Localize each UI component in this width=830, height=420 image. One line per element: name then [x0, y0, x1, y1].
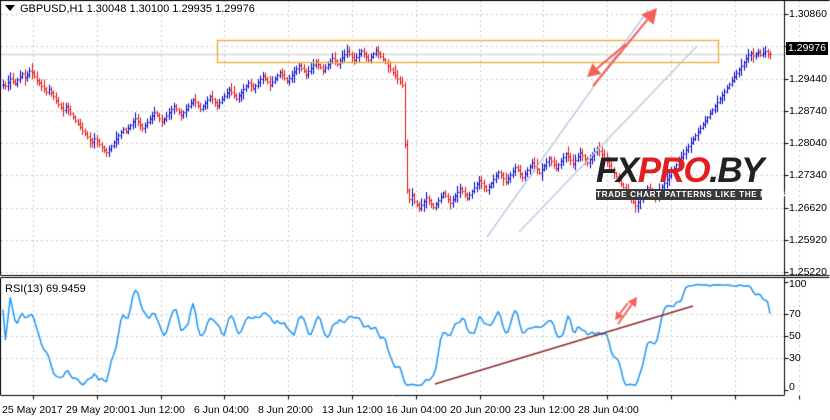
rsi-indicator-label: RSI(13) 69.9459	[5, 283, 86, 295]
rsi-tick-label: 30	[789, 352, 801, 365]
price-tick-label: 1.29440	[789, 72, 827, 85]
date-tick-label: 28 Jun 04:00	[578, 404, 639, 416]
date-tick-label: 1 Jun 12:00	[130, 404, 185, 416]
price-tick-label: 1.27340	[789, 169, 827, 182]
price-tick-label: 1.25220	[789, 266, 827, 278]
watermark-tagline: TRADE CHART PATTERNS LIKE THE PROS	[596, 189, 786, 200]
rsi-tick-label: 0	[789, 381, 795, 393]
date-tick-label: 20 Jun 20:00	[450, 404, 511, 416]
date-tick-label: 13 Jun 12:00	[322, 404, 383, 416]
watermark-fx: FX	[596, 151, 639, 190]
symbol-ohlc-header: GBPUSD,H1 1.30048 1.30100 1.29935 1.2997…	[20, 3, 255, 15]
rsi-tick-label: 70	[789, 307, 801, 320]
price-tick-label: 1.28040	[789, 137, 827, 149]
watermark-pro: PRO	[637, 151, 711, 190]
date-tick-label: 16 Jun 04:00	[386, 404, 447, 416]
rsi-tick-label: 50	[789, 330, 801, 342]
triangle-down-icon[interactable]	[5, 5, 15, 11]
date-tick-label: 23 Jun 12:00	[514, 404, 575, 416]
rsi-tick-label: 100	[789, 278, 807, 290]
watermark-logo-text: FXPRO.BY	[596, 151, 764, 190]
date-tick-label: 29 May 20:00	[66, 404, 130, 416]
price-tick-label: 1.28740	[789, 104, 827, 117]
date-tick-label: 8 Jun 20:00	[258, 404, 313, 416]
price-tick-label: 1.30860	[789, 8, 827, 20]
price-tick-label: 1.26620	[789, 201, 827, 214]
watermark-by: .BY	[709, 151, 764, 190]
fxpro-watermark: FXPRO.BY TRADE CHART PATTERNS LIKE THE P…	[596, 151, 786, 200]
price-tick-label: 1.25920	[789, 233, 827, 246]
current-price-badge: 1.29976	[786, 42, 828, 55]
date-tick-label: 6 Jun 04:00	[194, 404, 249, 416]
date-tick-label: 25 May 2017	[2, 404, 63, 416]
